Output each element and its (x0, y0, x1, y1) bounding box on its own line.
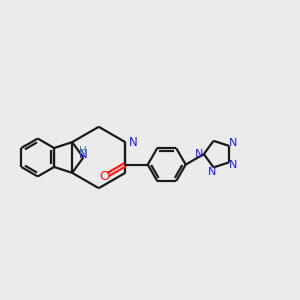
Text: N: N (229, 160, 237, 170)
Text: N: N (208, 167, 216, 177)
Text: N: N (79, 148, 88, 161)
Text: O: O (99, 170, 109, 183)
Text: N: N (129, 136, 138, 148)
Text: H: H (80, 146, 87, 156)
Text: N: N (195, 149, 203, 159)
Text: N: N (229, 138, 237, 148)
